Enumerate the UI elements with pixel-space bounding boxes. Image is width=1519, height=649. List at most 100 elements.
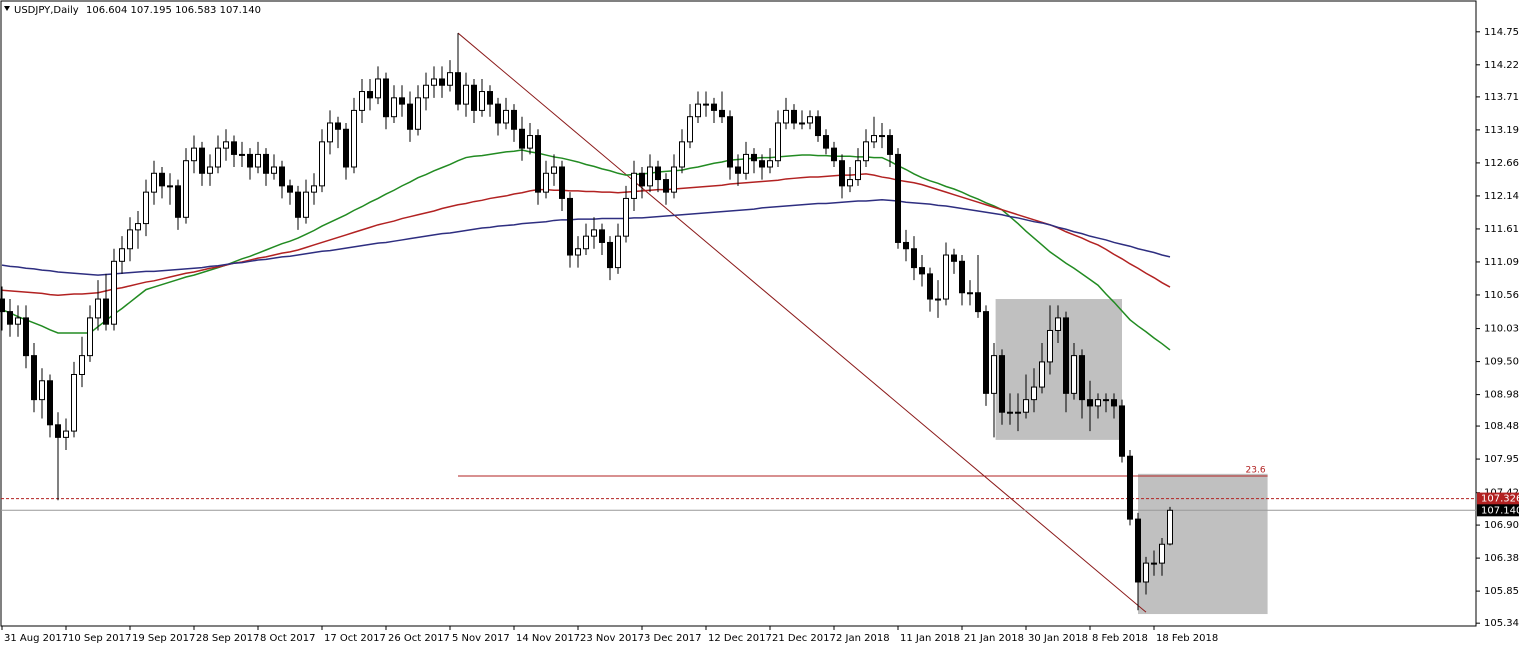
bull-body [591,229,597,237]
bull-body [1151,562,1157,565]
bear-body [831,147,837,162]
bear-body [159,172,165,187]
bull-body [679,141,685,168]
x-tick-label: 18 Feb 2018 [1156,633,1218,644]
bear-body [1111,399,1117,407]
bull-body [167,185,173,188]
bear-body [47,380,53,426]
bear-body [559,166,565,199]
bear-body [1087,399,1093,407]
bull-body [71,373,77,432]
y-tick-label: 113.190 [1484,125,1519,136]
price-tag-label: 107.326 [1481,494,1519,505]
bear-body [535,135,541,193]
bear-body [495,103,501,124]
bull-body [1103,399,1109,402]
bear-body [367,91,373,99]
bull-body [855,160,861,181]
bear-body [279,166,285,187]
bull-body [1095,399,1101,407]
y-tick-label: 109.505 [1484,357,1519,368]
bull-body [767,160,773,168]
bear-body [1127,455,1133,520]
bear-body [911,248,917,269]
bear-body [1119,405,1125,457]
bull-body [191,147,197,162]
bear-body [815,116,821,137]
bull-body [623,197,629,237]
bull-body [783,109,789,124]
bear-body [791,109,797,124]
bull-body [447,72,453,86]
bear-body [247,153,253,168]
x-tick-label: 23 Nov 2017 [580,633,644,644]
bull-body [95,298,101,319]
bull-body [527,135,533,149]
bull-body [967,292,973,295]
bear-body [455,72,461,105]
bull-body [991,355,997,394]
y-tick-label: 112.665 [1484,158,1519,169]
bull-body [743,153,749,174]
y-tick-label: 111.090 [1484,257,1519,268]
bull-body [111,260,117,325]
bear-body [751,153,757,162]
bull-body [1159,543,1165,564]
bear-body [1079,355,1085,401]
bear-body [887,135,893,155]
bull-body [1071,355,1077,394]
x-tick-label: 30 Jan 2018 [1028,633,1088,644]
bull-body [415,97,421,130]
bull-body [143,191,149,225]
x-tick-label: 26 Oct 2017 [388,633,450,644]
menu-arrow[interactable] [4,6,10,11]
bull-body [863,141,869,162]
bear-body [407,103,413,130]
price-tag [1477,504,1519,517]
bull-body [1055,317,1061,331]
x-tick-label: 2 Jan 2018 [836,633,890,644]
y-tick-label: 106.905 [1484,520,1519,531]
bear-body [711,103,717,111]
x-tick-label: 21 Jan 2018 [964,633,1024,644]
bull-body [183,160,189,218]
bull-body [687,116,693,143]
bull-body [375,78,381,99]
bear-body [951,254,957,262]
bear-body [895,153,901,243]
y-tick-label: 114.750 [1484,27,1519,38]
x-tick-label: 8 Feb 2018 [1092,633,1148,644]
bull-body [239,153,245,156]
bear-body [727,116,733,168]
quote: 106.604 107.195 106.583 107.140 [86,5,261,16]
x-tick-label: 8 Oct 2017 [260,633,315,644]
bull-body [63,430,69,438]
bull-body [327,122,333,143]
x-tick-label: 10 Sep 2017 [68,633,131,644]
bull-body [575,248,581,256]
bear-body [599,229,605,243]
bull-body [311,185,317,193]
bull-body [359,91,365,111]
bull-body [1015,411,1021,414]
y-tick-label: 111.615 [1484,224,1519,235]
y-tick-label: 110.565 [1484,290,1519,301]
bull-body [271,166,277,174]
bear-body [439,78,445,86]
bear-body [199,147,205,174]
bull-body [871,135,877,143]
x-tick-label: 19 Sep 2017 [132,633,195,644]
bull-body [79,355,85,375]
bull-body [695,103,701,118]
y-tick-label: 112.140 [1484,191,1519,202]
bull-body [1143,562,1149,583]
y-tick-label: 108.480 [1484,421,1519,432]
bear-body [983,311,989,394]
bull-body [807,116,813,124]
bull-body [151,172,157,193]
bear-body [23,317,29,357]
bear-body [55,424,61,438]
bear-body [263,153,269,174]
